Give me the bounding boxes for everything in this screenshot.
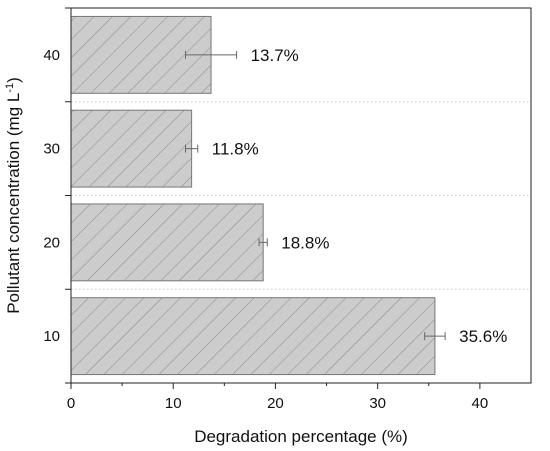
y-axis-title-main: Pollutant concentration (mg L <box>4 93 23 314</box>
bar-20 <box>70 203 264 282</box>
value-label-30: 11.8% <box>212 140 259 159</box>
error-bar-30 <box>184 144 199 153</box>
y-axis-title-superscript: -1 <box>4 83 16 93</box>
x-ticks-group: 0 10 20 30 40 <box>67 383 488 412</box>
bar-30 <box>70 109 193 188</box>
y-axis-title-end: ) <box>4 77 23 83</box>
bar-10 <box>70 297 436 376</box>
y-ticks-group: 10 20 30 40 <box>43 7 71 384</box>
x-axis-title: Degradation percentage (%) <box>194 427 408 446</box>
y-tick-label-10: 10 <box>43 328 60 345</box>
error-bar-10 <box>424 332 446 341</box>
x-tick-label: 40 <box>472 395 489 412</box>
value-label-20: 18.8% <box>281 233 329 252</box>
x-tick-label: 10 <box>165 395 182 412</box>
y-tick-label-30: 30 <box>43 141 60 158</box>
y-tick-label-40: 40 <box>43 47 60 64</box>
x-tick-label: 0 <box>67 395 75 412</box>
value-labels-group: 35.6% 18.8% 11.8% 13.7% <box>212 46 508 346</box>
value-label-10: 35.6% <box>459 327 507 346</box>
error-bar-20 <box>258 238 268 247</box>
y-axis-title: Pollutant concentration (mg L-1) <box>4 77 23 314</box>
grid-lines <box>71 101 531 290</box>
error-bars-group <box>184 50 446 341</box>
y-tick-label-20: 20 <box>43 234 60 251</box>
x-tick-label: 20 <box>267 395 284 412</box>
value-label-40: 13.7% <box>251 46 299 65</box>
error-bar-40 <box>184 50 238 59</box>
x-tick-label: 30 <box>369 395 386 412</box>
